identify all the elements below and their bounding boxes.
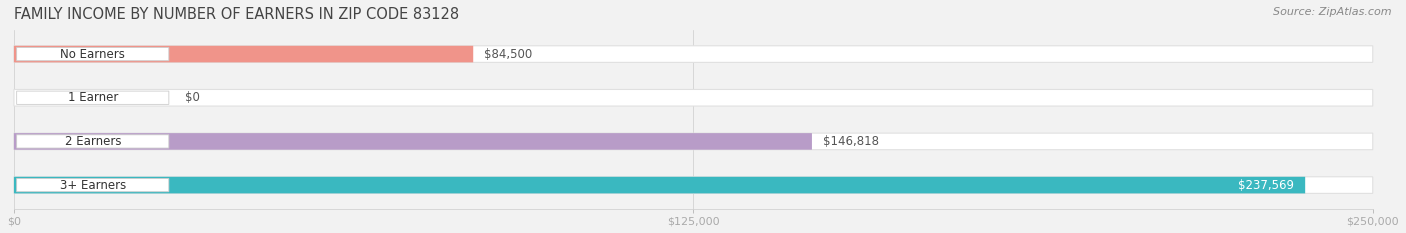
FancyBboxPatch shape (14, 46, 474, 62)
FancyBboxPatch shape (14, 133, 1372, 150)
FancyBboxPatch shape (14, 46, 1372, 62)
FancyBboxPatch shape (14, 177, 1372, 193)
FancyBboxPatch shape (17, 48, 169, 61)
Text: 3+ Earners: 3+ Earners (59, 178, 127, 192)
Text: FAMILY INCOME BY NUMBER OF EARNERS IN ZIP CODE 83128: FAMILY INCOME BY NUMBER OF EARNERS IN ZI… (14, 7, 460, 22)
Text: Source: ZipAtlas.com: Source: ZipAtlas.com (1274, 7, 1392, 17)
FancyBboxPatch shape (14, 89, 1372, 106)
FancyBboxPatch shape (17, 178, 169, 192)
FancyBboxPatch shape (14, 177, 1305, 193)
Text: No Earners: No Earners (60, 48, 125, 61)
Text: 2 Earners: 2 Earners (65, 135, 121, 148)
FancyBboxPatch shape (17, 135, 169, 148)
FancyBboxPatch shape (14, 133, 811, 150)
Text: $146,818: $146,818 (823, 135, 879, 148)
Text: $237,569: $237,569 (1239, 178, 1295, 192)
FancyBboxPatch shape (17, 91, 169, 104)
Text: $0: $0 (186, 91, 200, 104)
Text: $84,500: $84,500 (484, 48, 533, 61)
Text: 1 Earner: 1 Earner (67, 91, 118, 104)
